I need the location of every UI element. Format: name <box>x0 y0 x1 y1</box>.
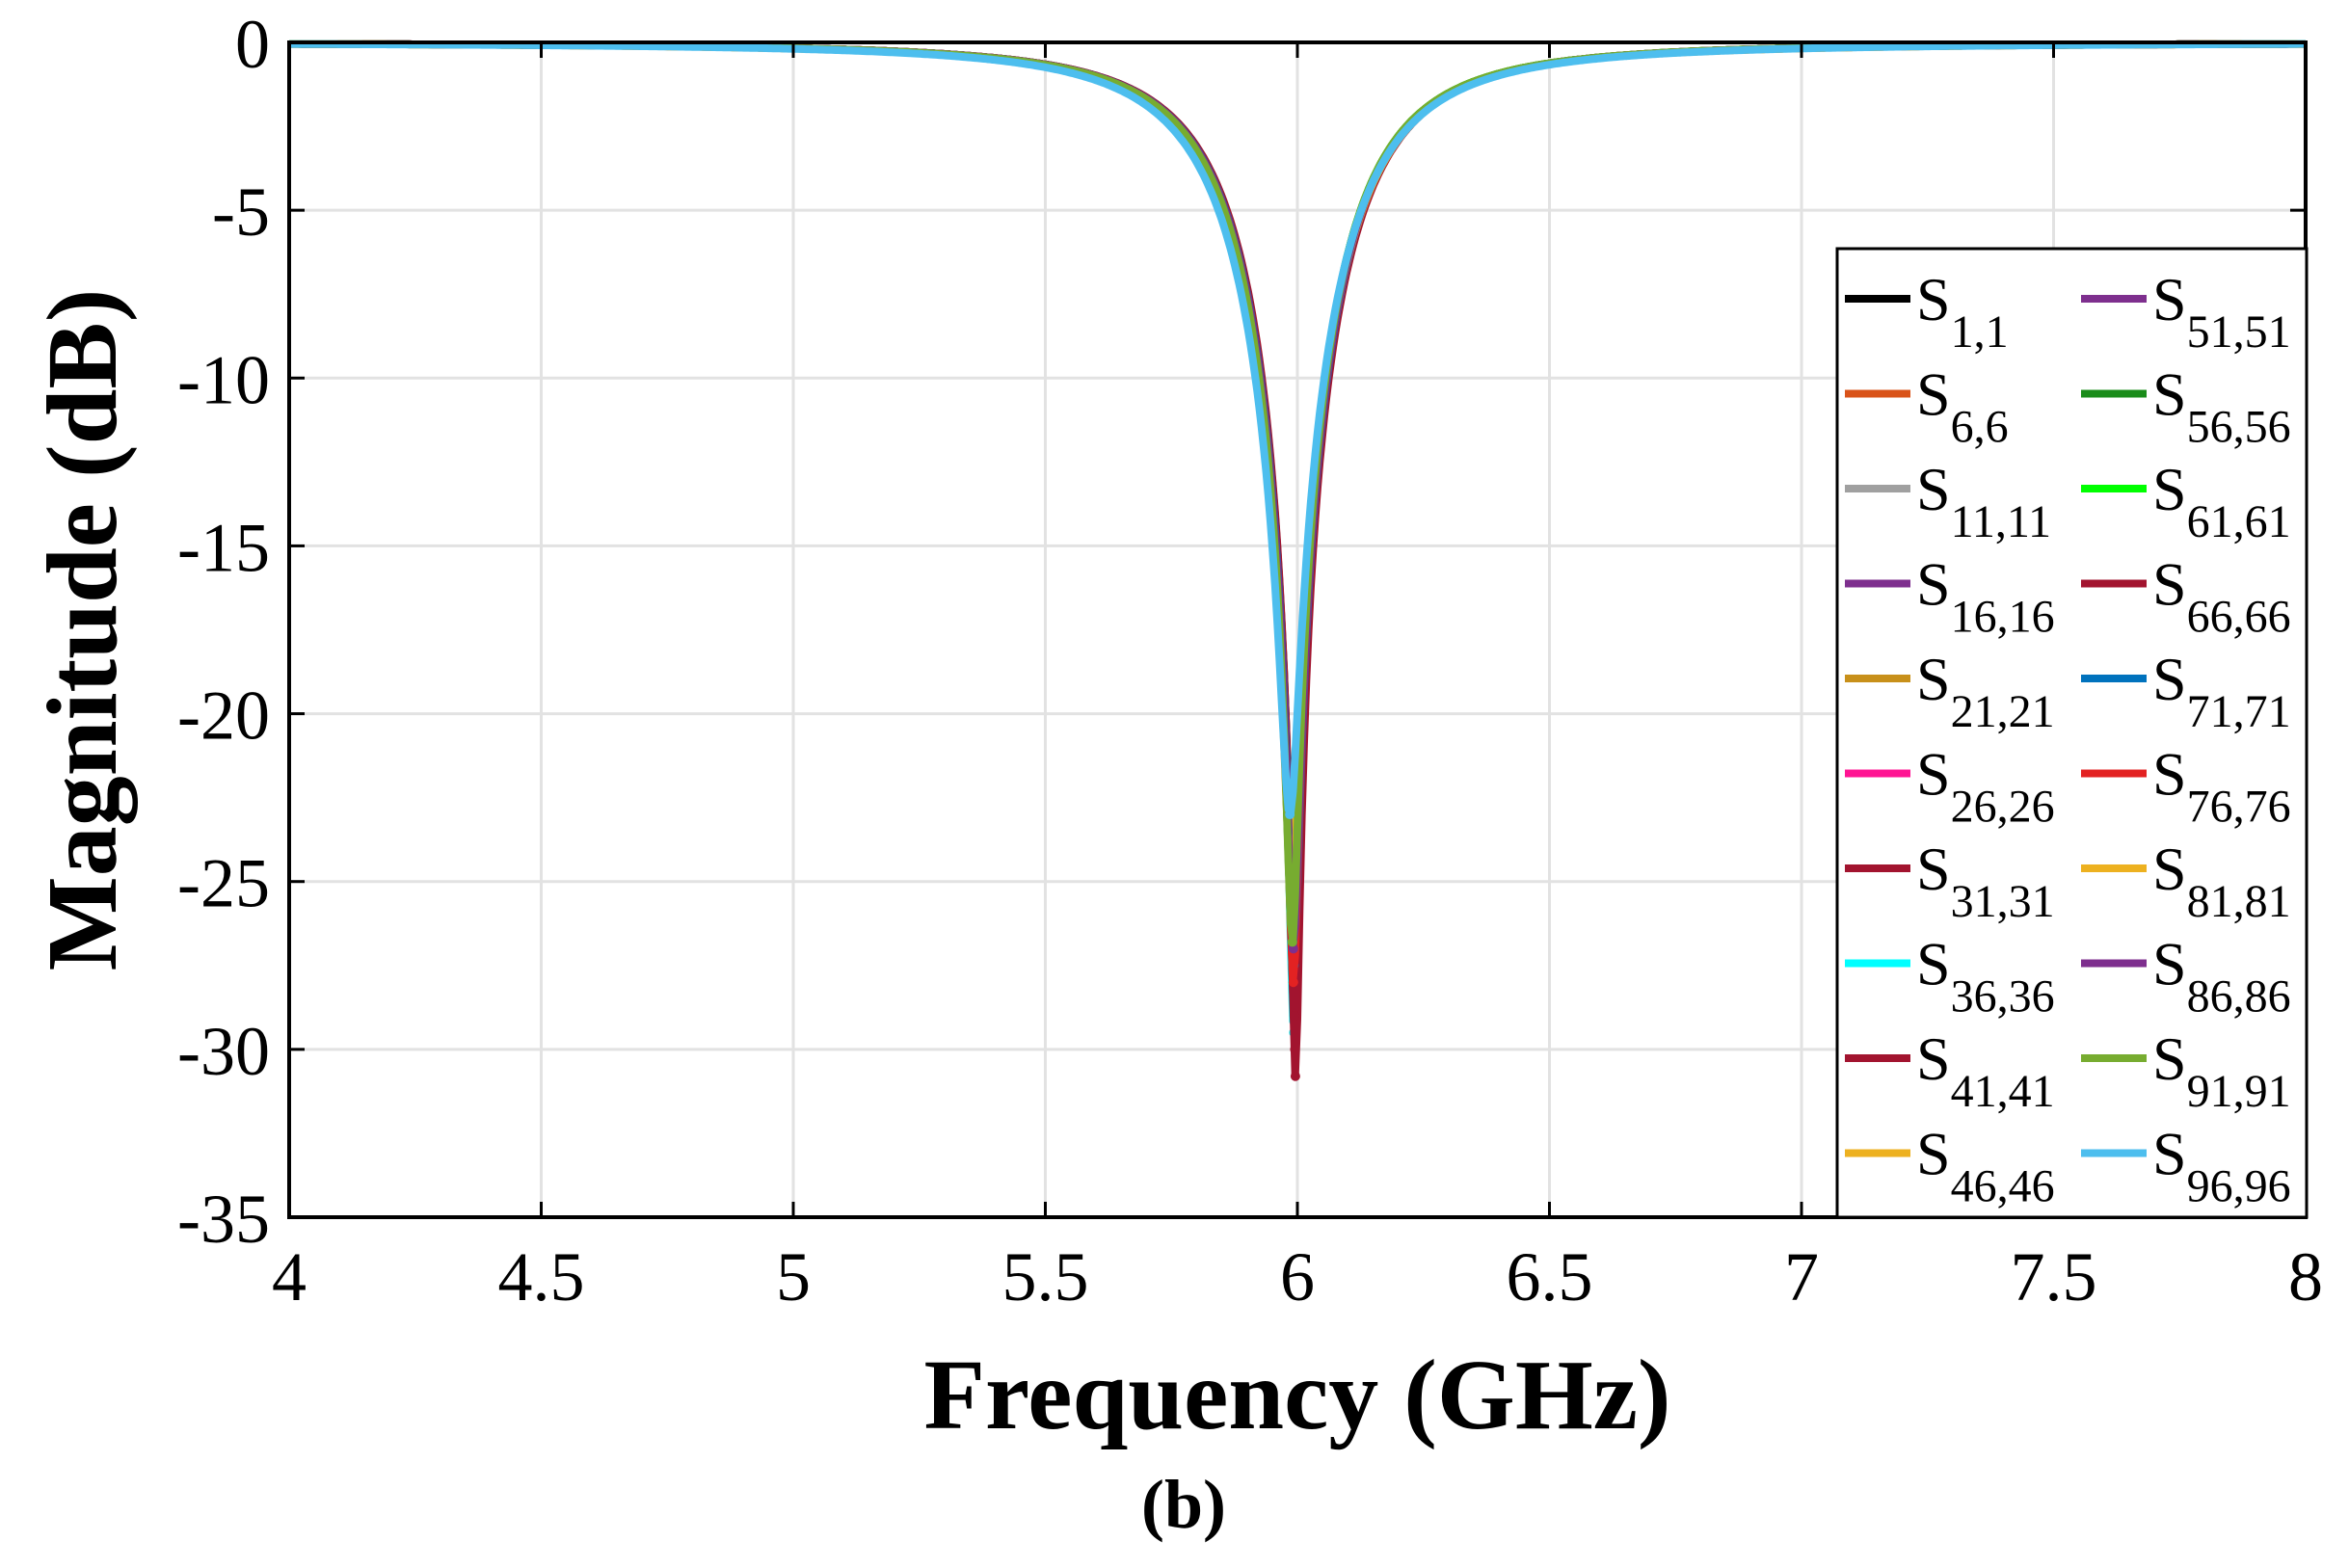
legend-label: S86,86 <box>2152 930 2291 1023</box>
series-line-S96-96 <box>287 40 2308 817</box>
legend-label: S91,91 <box>2152 1024 2291 1117</box>
x-tick-label: 5.5 <box>1002 1238 1089 1316</box>
legend-label-subscript: 61,61 <box>2187 496 2291 547</box>
plot-lines <box>287 40 2308 1081</box>
legend-label-main: S <box>2152 550 2187 619</box>
legend-label-main: S <box>2152 835 2187 903</box>
series-min-point <box>1289 1011 1299 1022</box>
legend-label: S81,81 <box>2152 835 2291 927</box>
legend-label-subscript: 51,51 <box>2187 306 2291 358</box>
y-tick-label: -25 <box>177 845 270 922</box>
x-tick-label: 7 <box>1784 1238 1819 1316</box>
legend-label-main: S <box>1916 550 1951 619</box>
x-axis-title: Frequency (GHz) <box>923 1340 1670 1450</box>
y-tick-label: -15 <box>177 509 270 586</box>
legend-label: S11,11 <box>1916 455 2051 547</box>
y-tick-label: 0 <box>235 6 270 83</box>
legend-label-main: S <box>1916 1120 1951 1188</box>
legend-label-subscript: 1,1 <box>1951 306 2009 358</box>
y-tick-label: -10 <box>177 341 270 418</box>
legend-label-subscript: 56,56 <box>2187 402 2291 453</box>
legend-label-main: S <box>1916 360 1951 429</box>
legend-label: S31,31 <box>1916 835 2055 927</box>
series-min-point <box>1290 1071 1300 1081</box>
legend-label-main: S <box>2152 930 2187 998</box>
x-tick-label: 4.5 <box>498 1238 585 1316</box>
legend-label-subscript: 71,71 <box>2187 686 2291 737</box>
legend-label-subscript: 76,76 <box>2187 782 2291 833</box>
y-tick-label: -20 <box>177 678 270 755</box>
legend-label-main: S <box>2152 455 2187 523</box>
legend-label-main: S <box>2152 1024 2187 1093</box>
legend-label: S71,71 <box>2152 645 2291 737</box>
legend-label: S46,46 <box>1916 1120 2055 1212</box>
legend-label-main: S <box>1916 455 1951 523</box>
legend-label-subscript: 21,21 <box>1951 686 2055 737</box>
legend-label-main: S <box>1916 645 1951 713</box>
x-tick-label: 4 <box>272 1238 307 1316</box>
legend-label-subscript: 11,11 <box>1951 496 2051 547</box>
figure-caption: (b) <box>1141 1466 1226 1543</box>
y-tick-label: -5 <box>212 173 270 251</box>
legend-label-main: S <box>1916 835 1951 903</box>
legend-label-subscript: 16,16 <box>1951 592 2055 643</box>
x-tick-label: 7.5 <box>2011 1238 2097 1316</box>
legend-label: S21,21 <box>1916 645 2055 737</box>
x-tick-label: 8 <box>2288 1238 2323 1316</box>
y-tick-labels: 0 -5 -10 -15 -20 -25 -30 -35 <box>177 6 270 1258</box>
series-min-point <box>1288 977 1298 988</box>
legend-label: S1,1 <box>1916 265 2009 358</box>
legend-label-main: S <box>2152 360 2187 429</box>
legend-label: S76,76 <box>2152 740 2291 833</box>
legend-label: S56,56 <box>2152 360 2291 453</box>
legend-label-subscript: 36,36 <box>1951 971 2055 1023</box>
legend-label: S96,96 <box>2152 1120 2291 1212</box>
legend-label-main: S <box>1916 1024 1951 1093</box>
legend-label-subscript: 86,86 <box>2187 971 2291 1023</box>
legend-label-main: S <box>2152 645 2187 713</box>
legend-label-main: S <box>1916 740 1951 809</box>
legend-label: S66,66 <box>2152 550 2291 643</box>
series-min-point <box>1285 810 1295 820</box>
legend-label-main: S <box>2152 740 2187 809</box>
legend-label: S26,26 <box>1916 740 2055 833</box>
legend-label-main: S <box>2152 1120 2187 1188</box>
legend-label: S36,36 <box>1916 930 2055 1023</box>
y-tick-label: -30 <box>177 1013 270 1090</box>
legend-label: S51,51 <box>2152 265 2291 358</box>
legend-label-subscript: 26,26 <box>1951 782 2055 833</box>
legend-label-subscript: 91,91 <box>2187 1066 2291 1117</box>
legend-label-main: S <box>1916 930 1951 998</box>
x-tick-label: 6.5 <box>1507 1238 1593 1316</box>
legend-label-subscript: 6,6 <box>1951 402 2009 453</box>
x-tick-labels: 4 4.5 5 5.5 6 6.5 7 7.5 8 <box>272 1238 2323 1316</box>
legend-label: S6,6 <box>1916 360 2009 453</box>
legend-label-subscript: 31,31 <box>1951 876 2055 927</box>
legend-box <box>1835 247 2309 1219</box>
legend-label: S16,16 <box>1916 550 2055 643</box>
y-axis-title: Magnitude (dB) <box>27 289 138 971</box>
series-min-point <box>1287 937 1297 947</box>
legend-label-subscript: 41,41 <box>1951 1066 2055 1117</box>
x-tick-label: 5 <box>776 1238 811 1316</box>
legend-label: S61,61 <box>2152 455 2291 547</box>
legend-label-subscript: 46,46 <box>1951 1161 2055 1212</box>
y-tick-label: -35 <box>177 1181 270 1258</box>
legend-label-main: S <box>1916 265 1951 333</box>
legend-label-subscript: 81,81 <box>2187 876 2291 927</box>
legend: S1,1S6,6S11,11S16,16S21,21S26,26S31,31S3… <box>1835 247 2309 1219</box>
legend-label-subscript: 66,66 <box>2187 592 2291 643</box>
legend-label-main: S <box>2152 265 2187 333</box>
x-tick-label: 6 <box>1280 1238 1315 1316</box>
legend-label: S41,41 <box>1916 1024 2055 1117</box>
legend-label-subscript: 96,96 <box>2187 1161 2291 1212</box>
